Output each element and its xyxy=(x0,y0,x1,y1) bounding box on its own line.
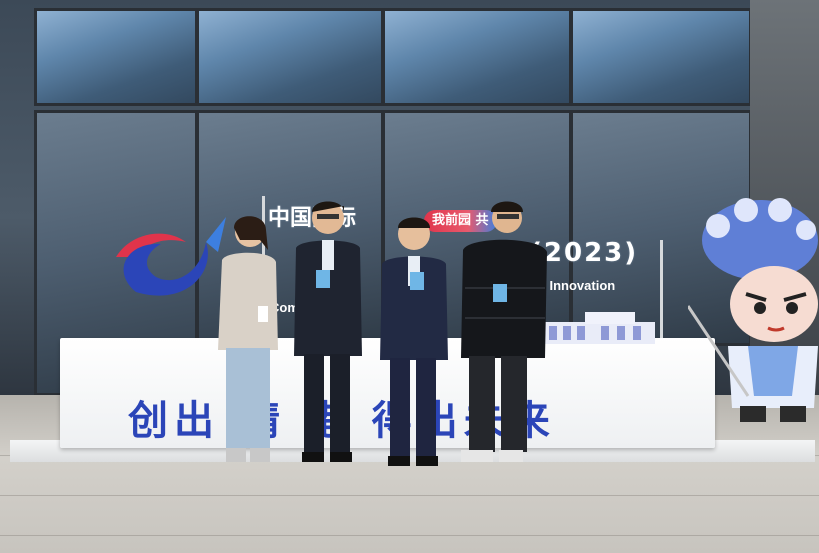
sign-frame xyxy=(660,240,663,338)
person-man-puffer xyxy=(461,201,547,462)
sign-year: (2023) xyxy=(530,238,639,268)
sign-subtitle: ats' Innovation xyxy=(524,278,616,293)
sign-subtitle-left: Com xyxy=(270,300,299,315)
glass-window xyxy=(196,8,384,106)
person-woman xyxy=(218,216,278,462)
glass-window xyxy=(570,8,752,106)
opera-mascot-icon xyxy=(688,198,818,422)
building-model-icon xyxy=(545,312,655,344)
sign-pill-badge: 我前园 共 xyxy=(424,210,497,232)
event-logo-icon xyxy=(116,217,226,296)
person-man-navy-suit xyxy=(380,217,448,466)
person-man-suit xyxy=(294,201,362,462)
glass-window xyxy=(34,8,198,106)
glass-window xyxy=(382,8,572,106)
